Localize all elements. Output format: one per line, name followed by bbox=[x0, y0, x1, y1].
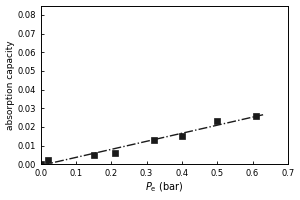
Y-axis label: absorption capacity: absorption capacity bbox=[6, 40, 15, 130]
X-axis label: $P_\mathrm{e}$ (bar): $P_\mathrm{e}$ (bar) bbox=[145, 181, 183, 194]
